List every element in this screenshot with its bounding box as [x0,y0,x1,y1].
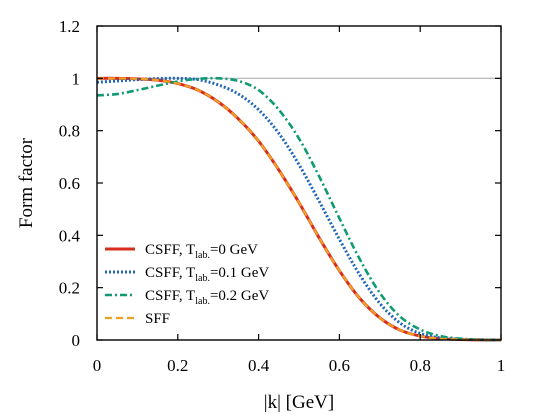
y-tick-label: 1.2 [59,17,80,36]
x-tick-label: 0.8 [410,356,431,375]
x-tick-label: 0.2 [167,356,188,375]
series-line-2 [96,76,502,342]
y-tick-label: 0.2 [59,279,80,298]
x-tick-label: 0 [93,356,102,375]
y-tick-label: 1 [72,69,81,88]
legend-entry-4: SFF [145,311,170,327]
legend: CSFF, Tlab.=0 GeV CSFF, Tlab.=0.1 GeV CSFF… [105,242,269,327]
legend-entry-1: CSFF, Tlab.=0 GeV [145,242,258,261]
x-tick-label: 0.4 [248,356,270,375]
y-axis-label: Form factor [16,137,37,228]
tick-layer: 0 0.2 0.4 0.6 0.8 1 0 0.2 0.4 0.6 0.8 1 1.2 [59,17,506,375]
y-tick-label: 0.8 [59,122,80,141]
y-tick-label: 0.6 [59,174,80,193]
y-tick-label: 0.4 [59,226,81,245]
legend-entry-3: CSFF, Tlab.=0.2 GeV [145,288,269,307]
series-line-4 [96,77,502,342]
series-line-3 [96,76,502,342]
series-layer [96,76,502,342]
x-axis-label: |k| [GeV] [264,392,334,413]
legend-entry-2: CSFF, Tlab.=0.1 GeV [145,265,269,284]
y-tick-label: 0 [72,331,81,350]
x-tick-label: 0.6 [329,356,350,375]
x-tick-label: 1 [497,356,506,375]
